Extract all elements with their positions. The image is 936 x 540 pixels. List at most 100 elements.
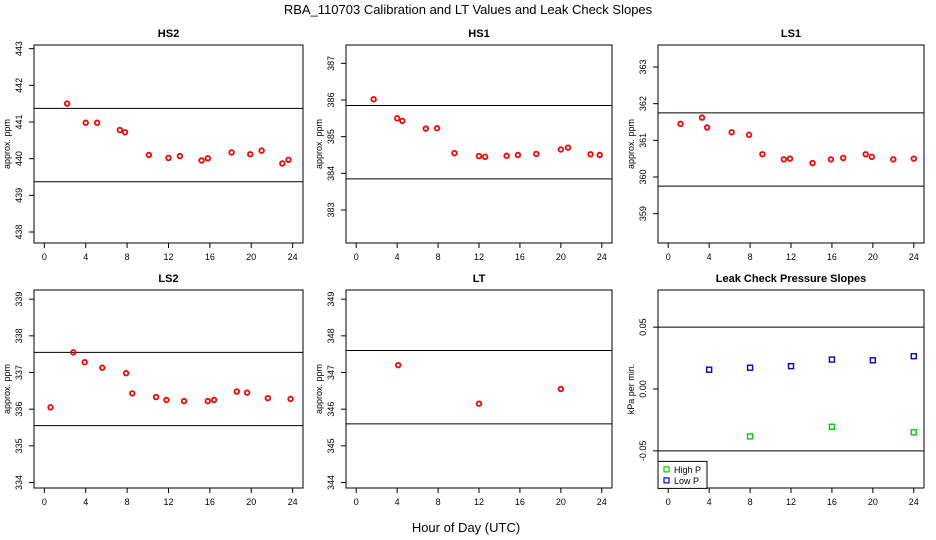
- data-point: [890, 156, 897, 163]
- x-tick-label: 12: [474, 497, 484, 507]
- y-tick-label: 347: [326, 365, 336, 380]
- data-point: [63, 100, 71, 107]
- x-tick-label: 16: [515, 252, 525, 262]
- data-point: [910, 353, 917, 360]
- data-point: [116, 126, 124, 134]
- panel-4: LS2 0 4 8 12 16 20 24 334 335 336 337 338 339 approx. …: [2, 273, 304, 507]
- x-tick-label: 0: [42, 252, 47, 262]
- plot-frame: [345, 44, 613, 244]
- data-point: [247, 151, 254, 158]
- data-point: [165, 154, 172, 162]
- x-tick-label: 16: [205, 252, 215, 262]
- data-point: [564, 144, 572, 151]
- data-point: [746, 433, 754, 440]
- x-tick-label: 20: [556, 252, 566, 262]
- x-tick-label: 20: [246, 497, 256, 507]
- x-tick-label: 12: [163, 497, 173, 507]
- data-point: [394, 361, 402, 369]
- data-point: [839, 154, 847, 162]
- y-tick-label: 339: [14, 292, 24, 307]
- x-tick-label: 12: [163, 252, 173, 262]
- data-point: [827, 156, 835, 163]
- data-point: [93, 119, 101, 126]
- x-tick-label: 0: [666, 252, 671, 262]
- data-point: [204, 155, 212, 162]
- data-point: [70, 349, 77, 356]
- x-tick-label: 24: [288, 252, 298, 262]
- data-point: [728, 129, 735, 136]
- x-tick-label: 12: [786, 497, 796, 507]
- data-point: [422, 125, 429, 132]
- y-tick-label: 438: [14, 224, 24, 239]
- y-axis-label: approx. ppm: [314, 364, 324, 414]
- figure-title: RBA_110703 Calibration and LT Values and…: [284, 2, 653, 17]
- data-point: [233, 388, 240, 395]
- y-tick-label: 335: [14, 438, 24, 453]
- y-tick-label: 0.05: [638, 318, 648, 336]
- x-tick-label: 8: [748, 497, 753, 507]
- data-point: [145, 151, 153, 159]
- x-tick-label: 20: [246, 252, 256, 262]
- x-tick-label: 4: [707, 497, 712, 507]
- panel-1: HS2 0 4 8 12 16 20 24 438 439 440 441 442 443 approx. …: [2, 28, 304, 262]
- data-point: [129, 390, 136, 397]
- data-point: [176, 152, 184, 160]
- data-point: [705, 366, 713, 373]
- y-tick-label: 442: [14, 78, 24, 93]
- y-tick-label: 362: [638, 96, 648, 111]
- x-tick-label: 12: [474, 252, 484, 262]
- data-point: [433, 125, 441, 132]
- plot-frame: [657, 289, 925, 489]
- data-point: [786, 155, 794, 162]
- data-point: [204, 397, 212, 405]
- data-point: [809, 159, 816, 167]
- y-tick-label: 360: [638, 169, 648, 184]
- data-point: [475, 400, 483, 407]
- plot-frame: [33, 289, 304, 489]
- figure-xlabel: Hour of Day (UTC): [412, 520, 520, 535]
- x-tick-label: 4: [395, 252, 400, 262]
- panel-2: HS1 0 4 8 12 16 20 24 383 384 385 386 387 approx. ppm: [314, 28, 613, 262]
- panel-3: LS1 0 4 8 12 16 20 24 359 360 361 362 363 approx. ppm: [626, 28, 925, 262]
- legend-box: [657, 460, 708, 489]
- data-point: [557, 146, 565, 153]
- data-point: [264, 394, 272, 402]
- x-tick-label: 4: [83, 252, 88, 262]
- y-tick-label: 346: [326, 402, 336, 417]
- data-point: [780, 156, 788, 163]
- y-tick-label: 359: [638, 206, 648, 221]
- data-point: [514, 151, 522, 159]
- x-tick-label: 4: [395, 497, 400, 507]
- data-point: [746, 364, 754, 371]
- y-tick-label: 348: [326, 328, 336, 343]
- data-point: [828, 356, 836, 363]
- y-tick-label: 337: [14, 365, 24, 380]
- data-point: [557, 385, 565, 393]
- y-tick-label: 384: [326, 166, 336, 181]
- x-tick-label: 8: [436, 497, 441, 507]
- y-tick-label: -0.05: [638, 441, 648, 462]
- y-tick-label: 385: [326, 129, 336, 144]
- y-tick-label: 336: [14, 402, 24, 417]
- y-tick-label: 349: [326, 292, 336, 307]
- panel-title: Leak Check Pressure Slopes: [716, 273, 866, 285]
- legend-marker: [663, 466, 670, 473]
- plot-frame: [657, 44, 925, 244]
- data-point: [787, 362, 795, 370]
- y-axis-label: approx. ppm: [2, 119, 12, 169]
- data-point: [698, 114, 706, 121]
- y-tick-label: 386: [326, 92, 336, 107]
- y-axis-label: approx. ppm: [626, 119, 636, 169]
- x-tick-label: 8: [436, 252, 441, 262]
- plot-frame: [345, 289, 613, 489]
- x-tick-label: 8: [748, 252, 753, 262]
- legend-marker: [663, 477, 670, 484]
- panel-title: HS1: [468, 28, 489, 40]
- data-point: [279, 160, 286, 167]
- data-point: [910, 429, 917, 436]
- plot-frame: [33, 44, 304, 244]
- data-point: [285, 156, 292, 163]
- data-point: [81, 359, 88, 366]
